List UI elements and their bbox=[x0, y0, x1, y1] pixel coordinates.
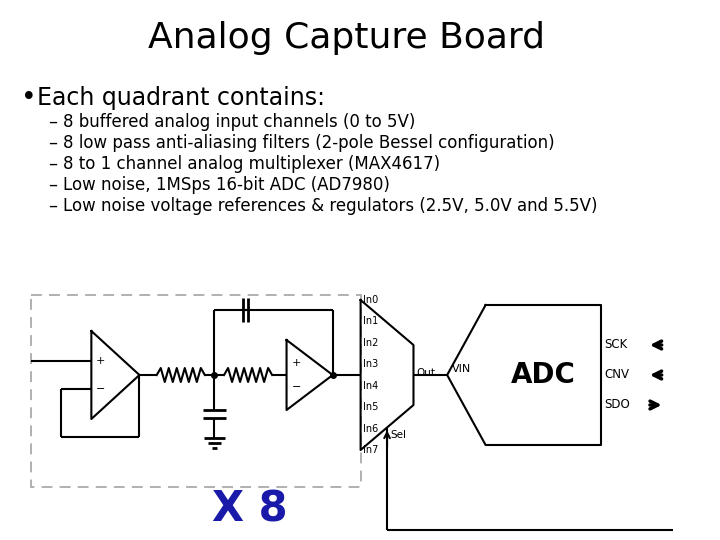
Text: In7: In7 bbox=[364, 445, 379, 455]
Text: Each quadrant contains:: Each quadrant contains: bbox=[37, 86, 325, 110]
Text: In1: In1 bbox=[364, 316, 379, 326]
Text: –: – bbox=[48, 155, 57, 173]
Text: 8 low pass anti-aliasing filters (2-pole Bessel configuration): 8 low pass anti-aliasing filters (2-pole… bbox=[63, 134, 555, 152]
Text: –: – bbox=[48, 176, 57, 194]
Text: −: − bbox=[96, 384, 106, 394]
Text: Low noise, 1MSps 16-bit ADC (AD7980): Low noise, 1MSps 16-bit ADC (AD7980) bbox=[63, 176, 390, 194]
Text: 8 buffered analog input channels (0 to 5V): 8 buffered analog input channels (0 to 5… bbox=[63, 113, 416, 131]
Text: –: – bbox=[48, 113, 57, 131]
Text: +: + bbox=[96, 356, 106, 366]
Text: In2: In2 bbox=[364, 338, 379, 348]
Text: •: • bbox=[21, 85, 37, 111]
Text: –: – bbox=[48, 197, 57, 215]
Text: ADC: ADC bbox=[511, 361, 576, 389]
Text: In3: In3 bbox=[364, 359, 379, 369]
Text: –: – bbox=[48, 134, 57, 152]
Text: Low noise voltage references & regulators (2.5V, 5.0V and 5.5V): Low noise voltage references & regulator… bbox=[63, 197, 598, 215]
Text: −: − bbox=[292, 382, 301, 392]
Text: SDO: SDO bbox=[604, 399, 629, 411]
Text: +: + bbox=[292, 358, 301, 368]
Text: X 8: X 8 bbox=[212, 489, 288, 531]
Text: In0: In0 bbox=[364, 295, 379, 305]
Text: In5: In5 bbox=[364, 402, 379, 412]
Text: Sel: Sel bbox=[390, 430, 406, 441]
Text: CNV: CNV bbox=[604, 368, 629, 381]
Text: VIN: VIN bbox=[452, 364, 471, 374]
Text: 8 to 1 channel analog multiplexer (MAX4617): 8 to 1 channel analog multiplexer (MAX46… bbox=[63, 155, 441, 173]
Text: Analog Capture Board: Analog Capture Board bbox=[148, 21, 544, 55]
Text: In6: In6 bbox=[364, 423, 379, 434]
Text: SCK: SCK bbox=[604, 339, 627, 352]
Text: In4: In4 bbox=[364, 381, 379, 391]
Text: Out: Out bbox=[416, 368, 436, 378]
Bar bbox=[31, 295, 361, 487]
